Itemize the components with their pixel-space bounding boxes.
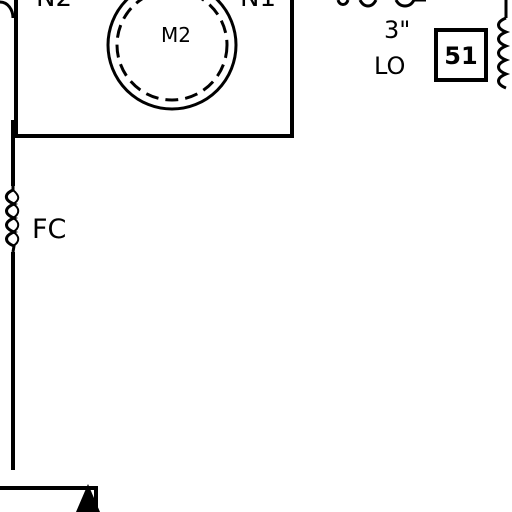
right-edge-connector: [497, 16, 511, 90]
top-right-label: N1: [240, 0, 276, 13]
fc-connector-symbol-right: [10, 189, 20, 247]
size-label: 3": [384, 16, 410, 44]
reference-box: [434, 28, 488, 82]
top-left-label: N2: [36, 0, 72, 13]
motor-outer-circle: [106, 0, 238, 111]
motor-label: M2: [161, 23, 191, 47]
lo-label: LO: [374, 52, 405, 80]
fc-label: FC: [32, 214, 66, 245]
motor-housing: [14, 0, 294, 138]
motor-inner-dashed-circle: [115, 0, 229, 102]
bottom-triangle-marker: [76, 484, 100, 512]
top-left-arc: [0, 0, 15, 19]
reference-box-number: 51: [444, 42, 477, 70]
top-right-connector-fragment: [336, 0, 426, 8]
